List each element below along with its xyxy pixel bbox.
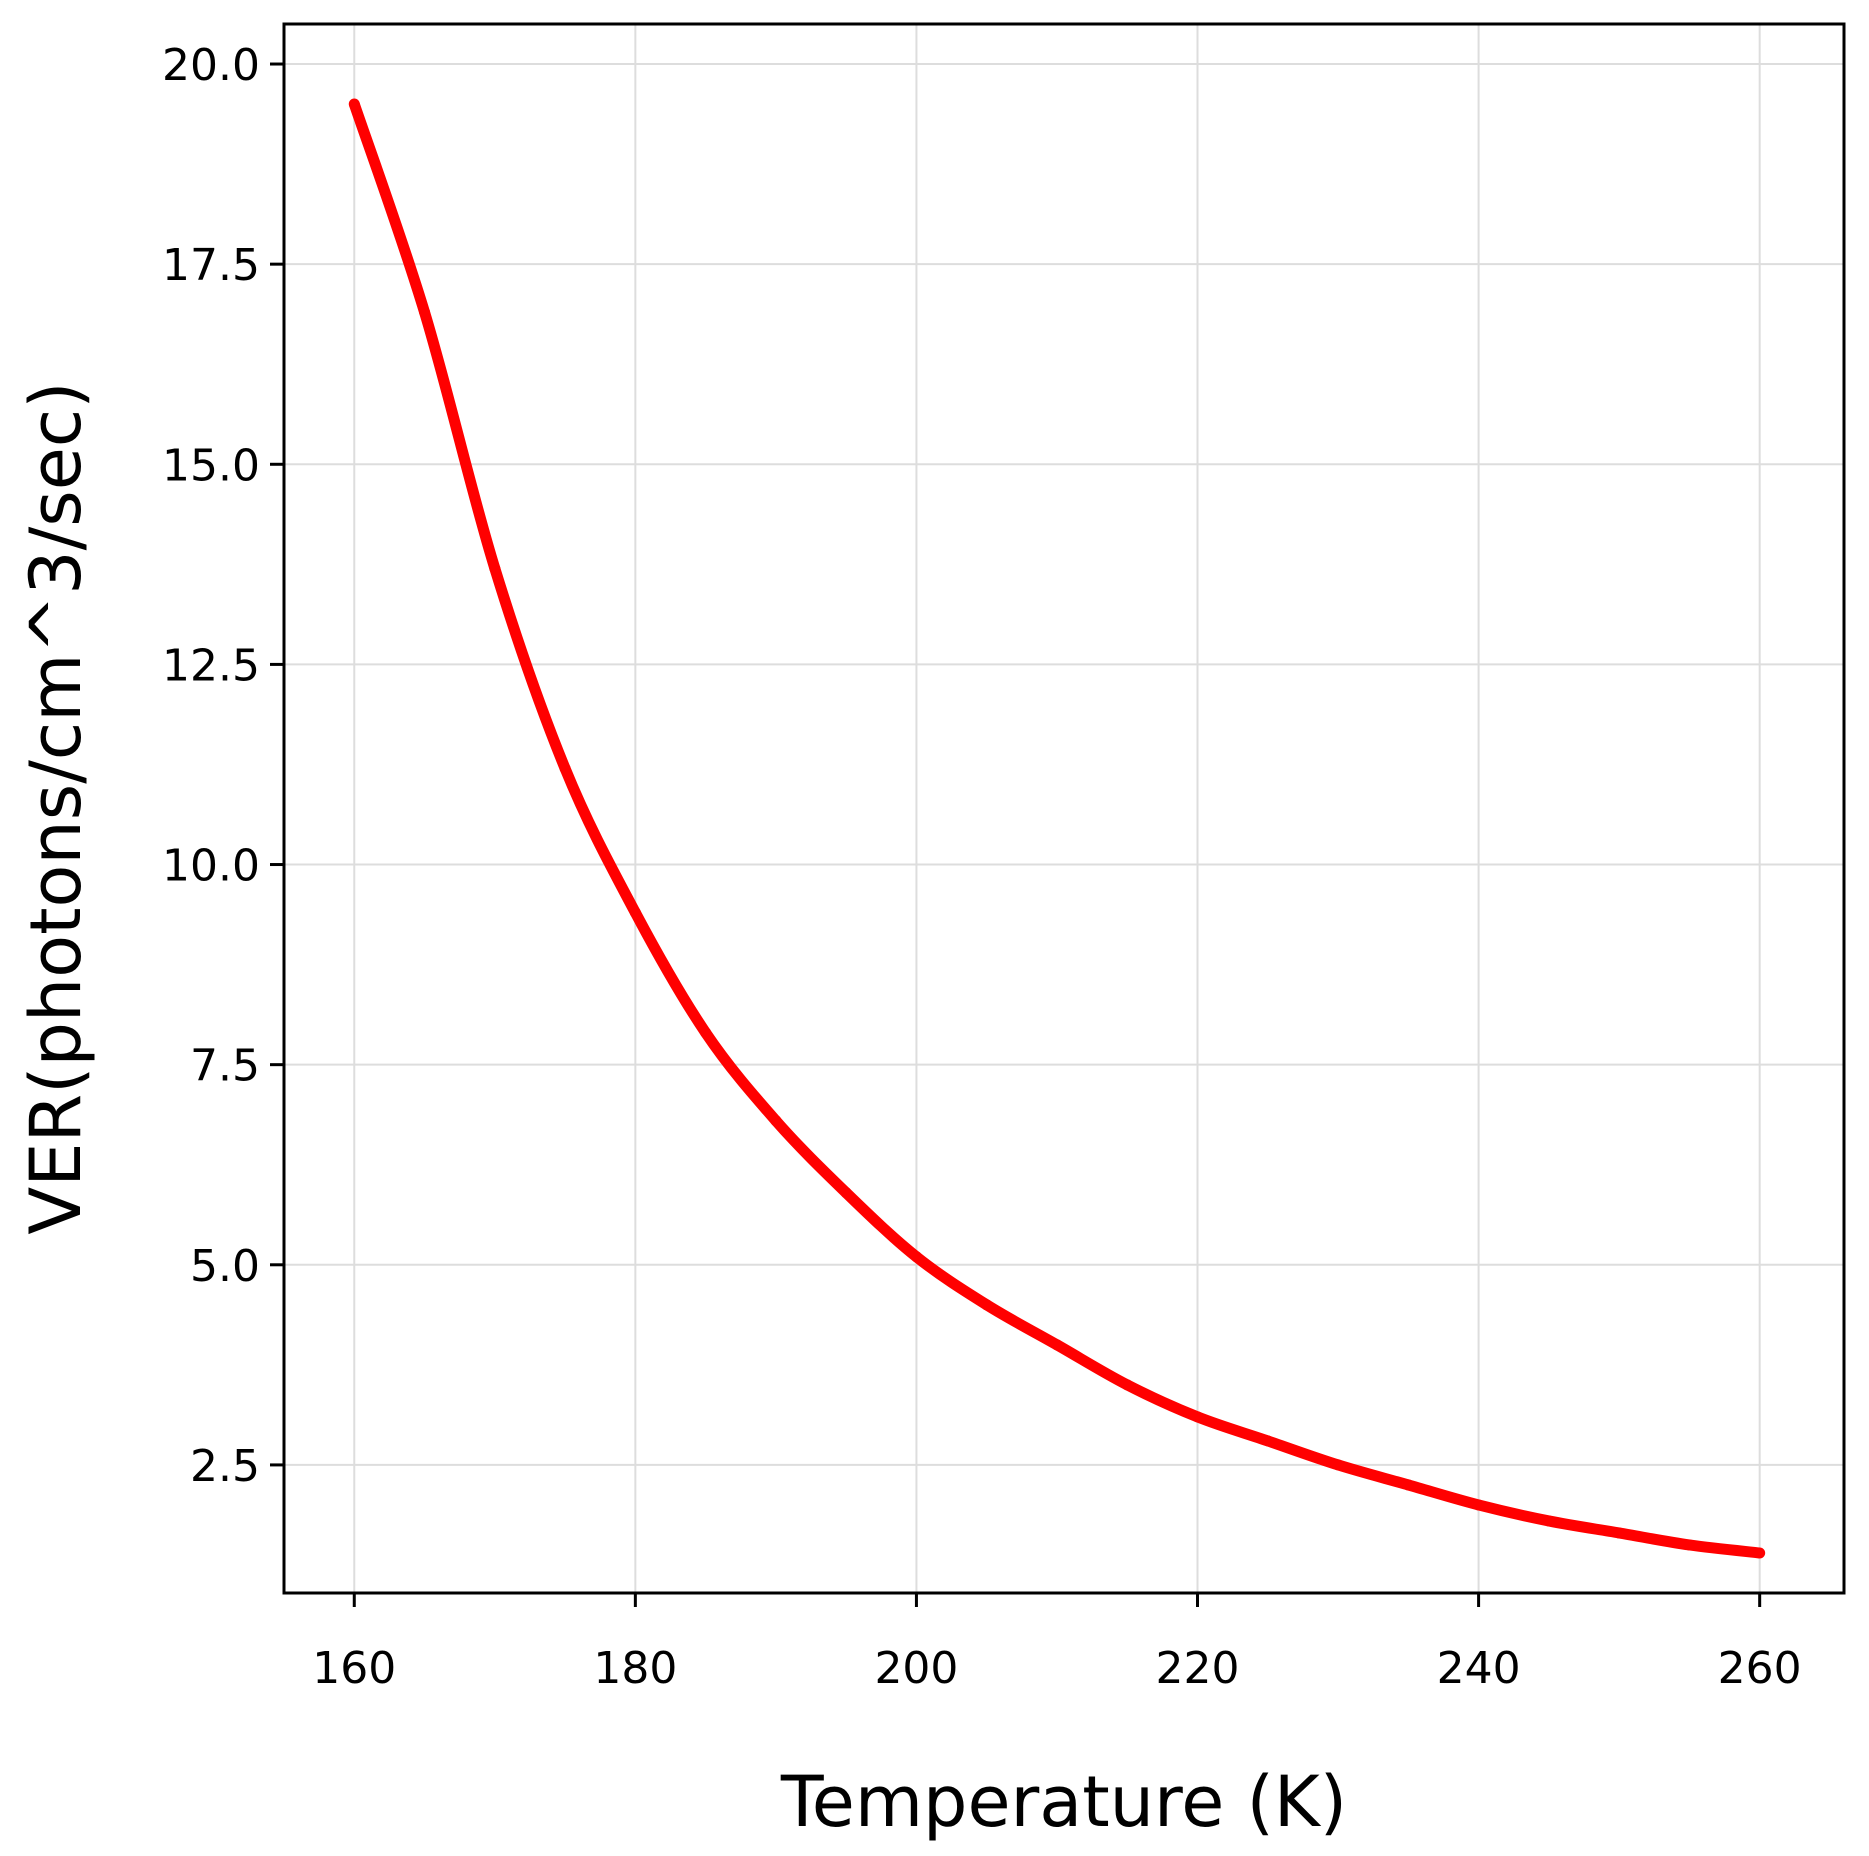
x-tick-label: 220 [1156,1643,1240,1694]
data-point [559,762,571,774]
y-tick-label: 10.0 [162,841,260,892]
series-line [349,102,1761,1559]
data-point [1051,1339,1063,1351]
x-tick-label: 240 [1437,1643,1521,1694]
x-tick-label: 200 [874,1643,958,1694]
data-point [1192,1411,1204,1423]
data-point [629,907,641,919]
data-point [419,306,431,318]
data-point [770,1115,782,1127]
data-point [1613,1527,1625,1539]
plot-frame [282,22,1846,1595]
data-point [1473,1499,1485,1511]
data-point [348,98,360,110]
data-point [1683,1539,1695,1551]
data-point [1121,1379,1133,1391]
series-layer [348,98,1766,1559]
y-axis-title: VER(photons/cm^3/sec) [15,381,97,1234]
data-point [910,1251,922,1263]
x-axis-title: Temperature (K) [780,1761,1347,1843]
grid-layer [284,24,1844,1593]
tick-layer: 160 180 200 220 240 260 2.5 5.0 7.5 10.0 12.5 15.0 1… [162,40,1802,1694]
data-point [1754,1547,1766,1559]
data-point [1262,1435,1274,1447]
x-tick-label: 260 [1718,1643,1802,1694]
y-tick-label: 15.0 [162,440,260,491]
x-tick-label: 160 [312,1643,396,1694]
y-tick-label: 20.0 [162,40,260,91]
data-point [981,1299,993,1311]
y-tick-label: 17.5 [162,240,260,291]
data-point [489,562,501,574]
y-tick-label: 2.5 [190,1441,260,1492]
data-point [1332,1459,1344,1471]
data-point [840,1187,852,1199]
y-tick-label: 7.5 [190,1041,260,1092]
x-tick-label: 180 [593,1643,677,1694]
data-point [1402,1479,1414,1491]
y-tick-label: 12.5 [162,640,260,691]
data-point [1543,1515,1555,1527]
y-tick-label: 5.0 [190,1241,260,1292]
data-point [700,1027,712,1039]
